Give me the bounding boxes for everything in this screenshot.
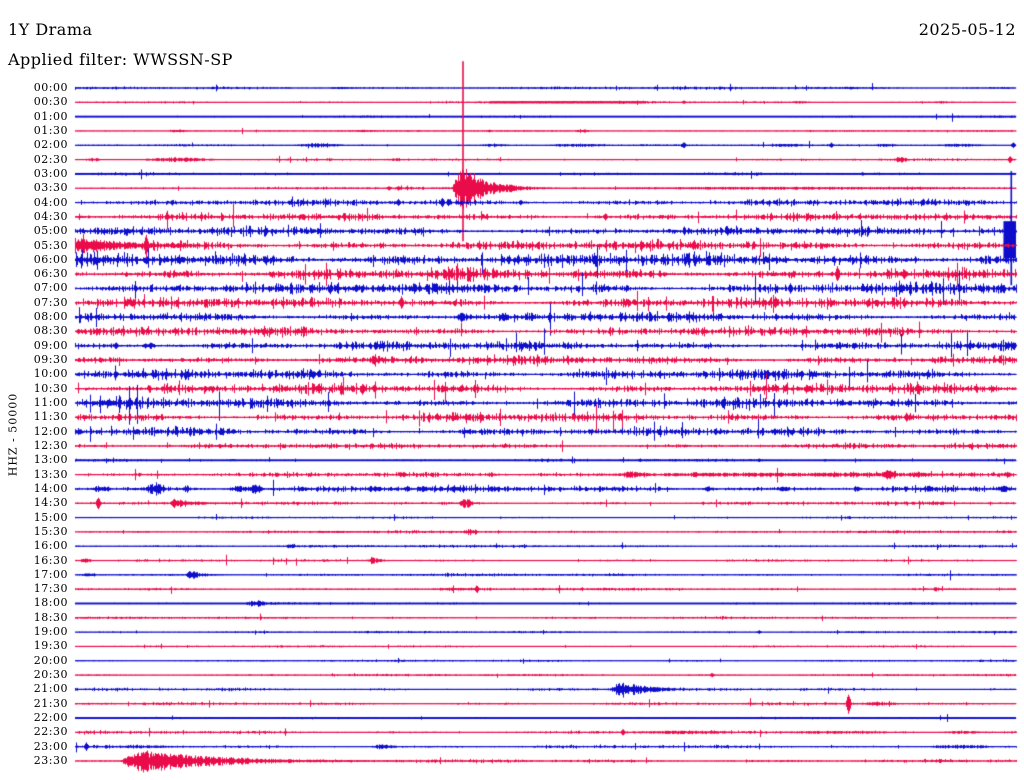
helicorder-plot bbox=[0, 0, 1024, 780]
helicorder-page: 1Y Drama 2025-05-12 Applied filter: WWSS… bbox=[0, 0, 1024, 780]
